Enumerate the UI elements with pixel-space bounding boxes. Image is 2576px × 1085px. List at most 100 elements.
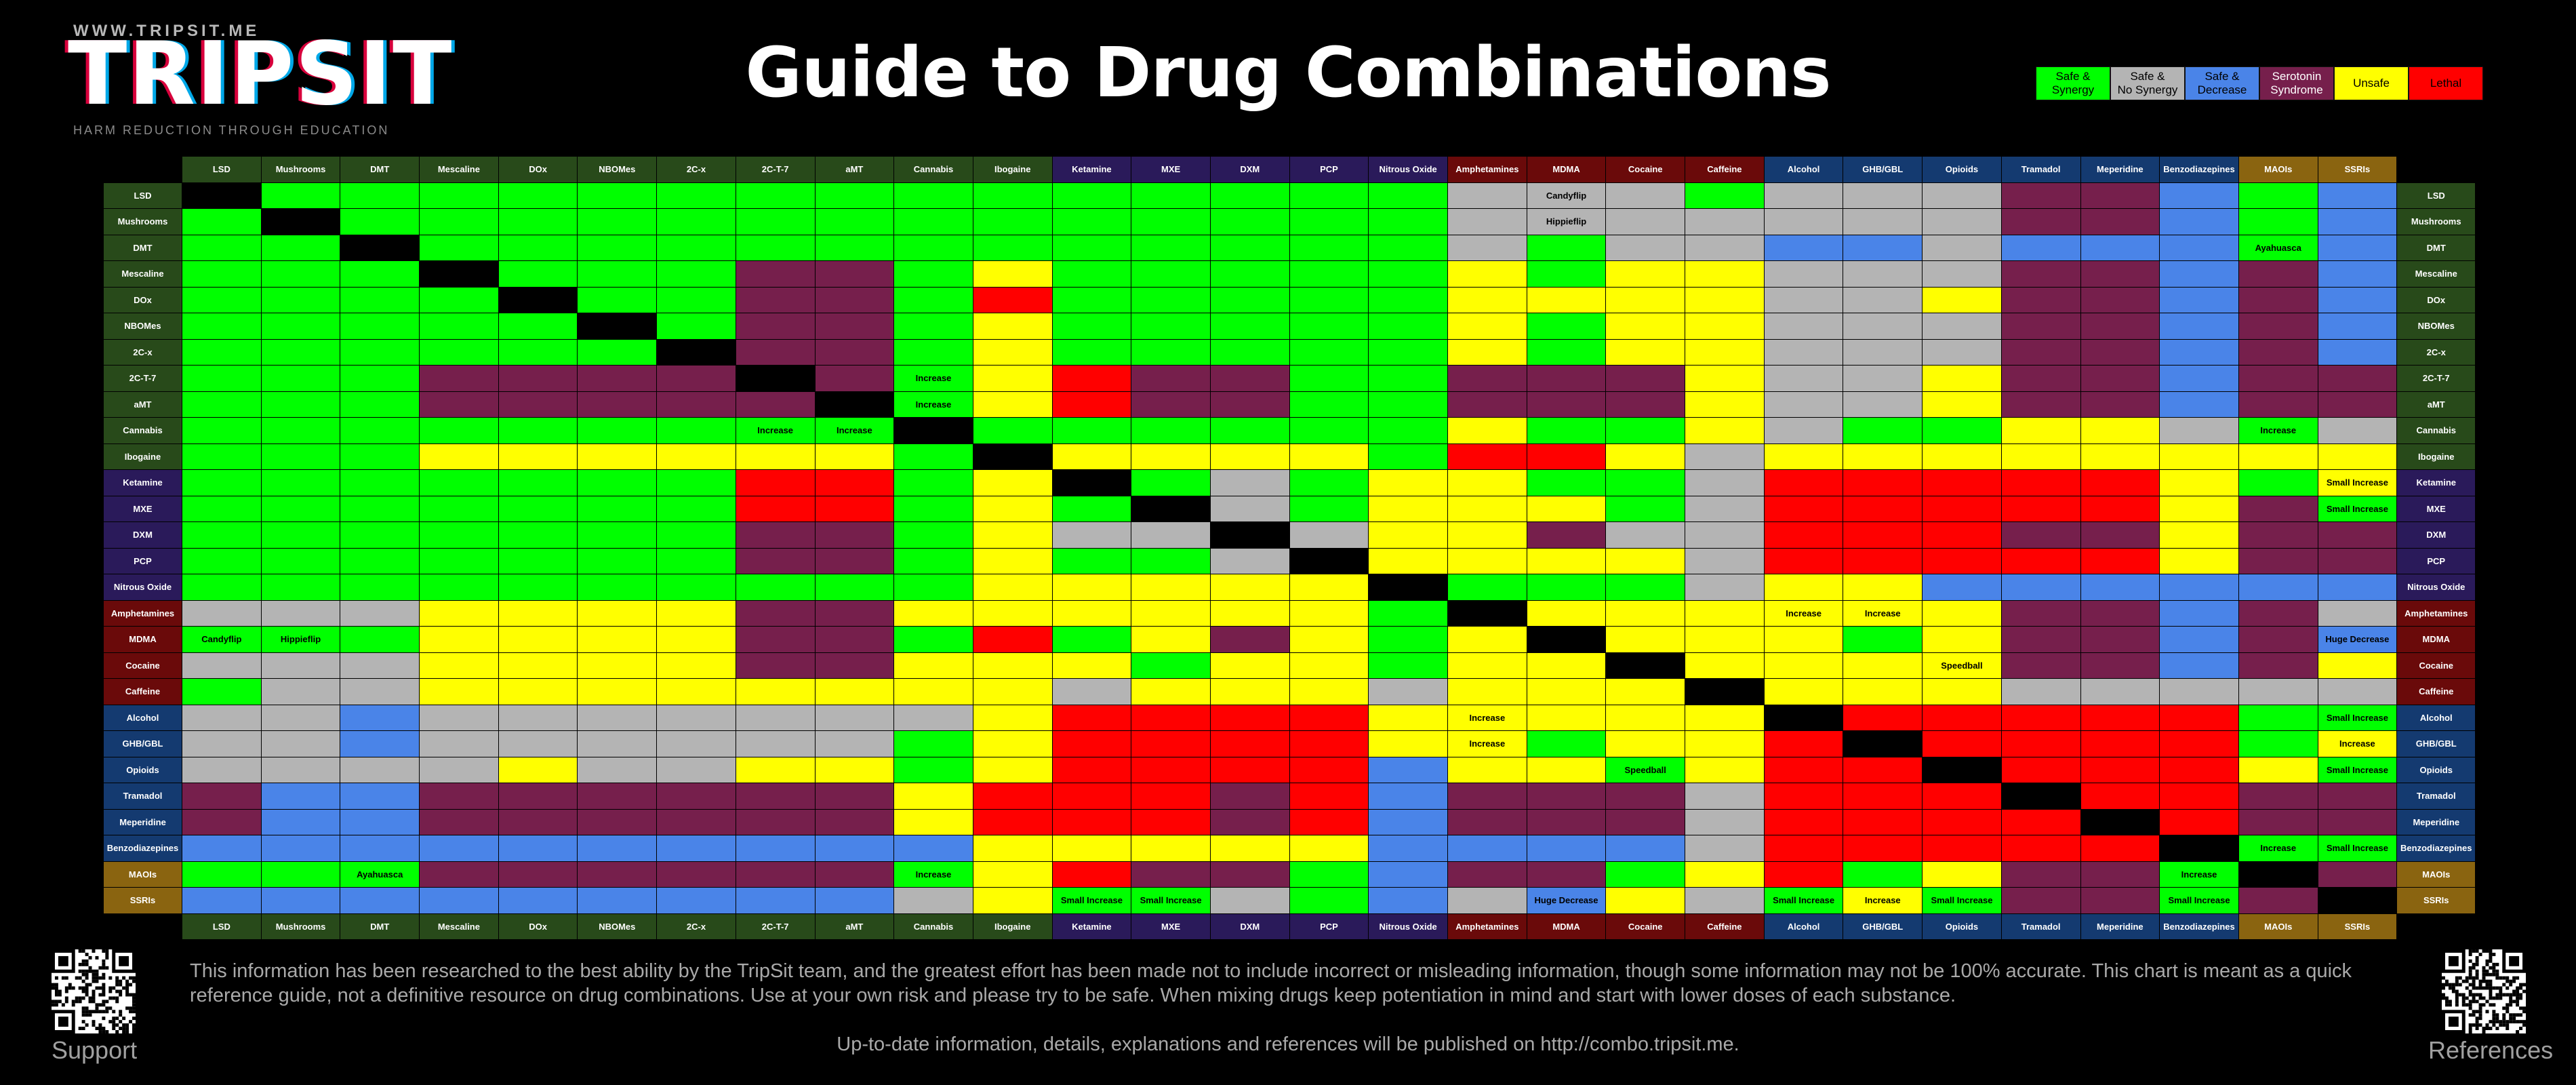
matrix-cell <box>2317 808 2398 835</box>
references-qr-code[interactable] <box>2442 949 2526 1033</box>
matrix-cell <box>1447 861 1527 888</box>
matrix-cell <box>2080 182 2160 209</box>
matrix-cell <box>1289 391 1369 418</box>
matrix-cell <box>2080 574 2160 601</box>
matrix-cell <box>419 547 499 574</box>
matrix-cell <box>577 182 658 209</box>
matrix-cell <box>814 835 895 862</box>
row-header: NBOMes <box>2396 313 2476 340</box>
matrix-row: Cocaine Speedball Cocaine <box>103 652 2476 679</box>
matrix-cell <box>1209 730 1290 757</box>
matrix-cell <box>2159 417 2239 444</box>
matrix-cell: Speedball <box>1922 652 2002 679</box>
matrix-cell <box>1526 547 1607 574</box>
matrix-cell <box>1922 808 2002 835</box>
matrix-cell <box>1763 783 1844 810</box>
matrix-cell <box>1843 861 1923 888</box>
matrix-cell <box>735 495 816 522</box>
column-footer: SSRIs <box>2317 913 2398 940</box>
matrix-cell <box>2159 547 2239 574</box>
matrix-cell <box>2159 599 2239 627</box>
matrix-row: Alcohol Increase Small Increase Alcohol <box>103 704 2476 731</box>
matrix-cell <box>577 756 658 783</box>
row-header: 2C-x <box>103 338 182 366</box>
matrix-cell <box>1843 678 1923 705</box>
matrix-cell <box>972 313 1053 340</box>
matrix-cell <box>340 835 420 862</box>
matrix-cell <box>1526 234 1607 261</box>
matrix-cell <box>735 626 816 653</box>
row-header: Meperidine <box>2396 808 2476 835</box>
matrix-cell <box>2080 835 2160 862</box>
support-qr-code[interactable] <box>52 949 136 1033</box>
matrix-cell <box>656 574 736 601</box>
matrix-cell <box>2238 286 2318 313</box>
matrix-cell <box>2080 417 2160 444</box>
matrix-cell <box>2000 808 2081 835</box>
matrix-cell <box>1605 730 1686 757</box>
corner-cell <box>2396 156 2476 183</box>
matrix-cell <box>814 599 895 627</box>
matrix-cell <box>419 887 499 914</box>
matrix-cell <box>577 887 658 914</box>
matrix-cell <box>1209 286 1290 313</box>
matrix-cell: Increase <box>1843 887 1923 914</box>
matrix-cell <box>1763 234 1844 261</box>
matrix-cell <box>498 730 578 757</box>
matrix-cell <box>577 574 658 601</box>
column-header: Opioids <box>1922 156 2002 183</box>
matrix-cell <box>1368 521 1448 549</box>
matrix-cell <box>577 391 658 418</box>
matrix-cell: Small Increase <box>2317 756 2398 783</box>
matrix-cell <box>972 835 1053 862</box>
matrix-cell <box>419 443 499 470</box>
matrix-cell <box>1051 391 1132 418</box>
column-header: DXM <box>1209 156 1290 183</box>
matrix-cell <box>260 338 341 366</box>
matrix-cell <box>340 521 420 549</box>
matrix-cell <box>419 234 499 261</box>
matrix-row: DOx DOx <box>103 286 2476 313</box>
matrix-cell <box>1289 443 1369 470</box>
matrix-cell <box>260 835 341 862</box>
matrix-cell <box>1209 861 1290 888</box>
column-header: Mescaline <box>419 156 499 183</box>
row-header: Caffeine <box>2396 678 2476 705</box>
column-footer: aMT <box>814 913 895 940</box>
matrix-cell: Increase <box>2317 730 2398 757</box>
matrix-cell <box>1131 835 1211 862</box>
matrix-cell <box>814 626 895 653</box>
matrix-cell <box>814 756 895 783</box>
matrix-cell <box>814 652 895 679</box>
matrix-cell <box>498 182 578 209</box>
column-footer: Tramadol <box>2000 913 2081 940</box>
matrix-cell <box>1209 260 1290 288</box>
matrix-cell <box>735 260 816 288</box>
matrix-cell <box>814 678 895 705</box>
matrix-cell: Increase <box>893 391 973 418</box>
matrix-cell <box>1843 417 1923 444</box>
matrix-cell <box>2238 652 2318 679</box>
matrix-cell <box>1289 678 1369 705</box>
matrix-cell <box>2000 182 2081 209</box>
matrix-cell <box>814 286 895 313</box>
matrix-cell <box>1526 417 1607 444</box>
matrix-cell <box>2317 652 2398 679</box>
matrix-cell: Small Increase <box>1922 887 2002 914</box>
matrix-cell <box>1289 756 1369 783</box>
matrix-cell <box>498 756 578 783</box>
matrix-cell <box>1605 234 1686 261</box>
matrix-cell: Speedball <box>1605 756 1686 783</box>
matrix-cell <box>1763 313 1844 340</box>
matrix-cell <box>1209 835 1290 862</box>
matrix-cell <box>1922 756 2002 783</box>
matrix-cell <box>340 626 420 653</box>
matrix-cell <box>1526 338 1607 366</box>
matrix-cell <box>2238 365 2318 392</box>
row-header: aMT <box>103 391 182 418</box>
matrix-cell <box>260 391 341 418</box>
column-header: NBOMes <box>577 156 658 183</box>
matrix-cell <box>1685 338 1765 366</box>
row-header: PCP <box>2396 547 2476 574</box>
matrix-cell <box>260 182 341 209</box>
